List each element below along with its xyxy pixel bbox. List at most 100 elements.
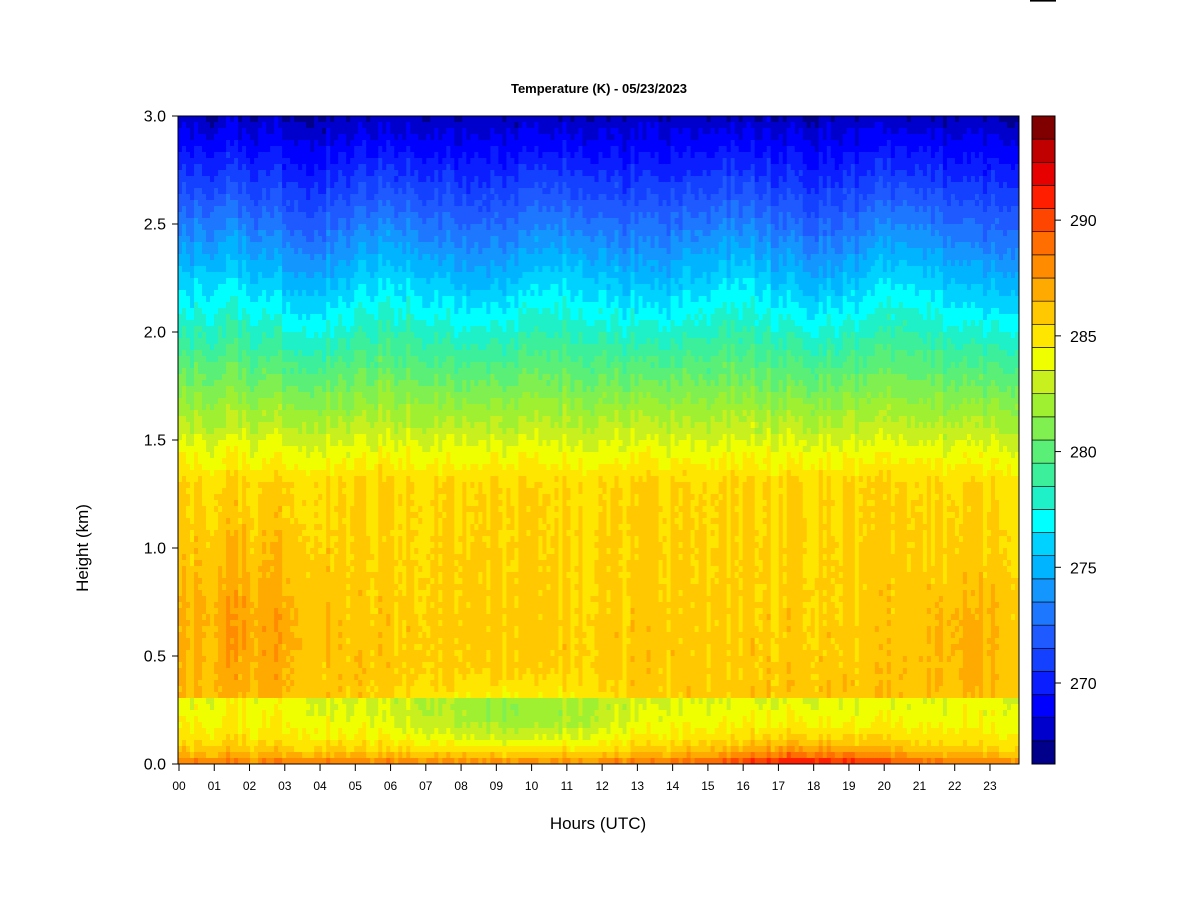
heatmap-cell [266, 236, 271, 243]
heatmap-cell [198, 710, 203, 717]
heatmap-cell [322, 650, 327, 657]
heatmap-cell [198, 680, 203, 687]
heatmap-cell [254, 212, 259, 219]
heatmap-cell [330, 752, 335, 759]
heatmap-cell [226, 422, 231, 429]
heatmap-cell [274, 200, 279, 207]
heatmap-cell [310, 134, 315, 141]
heatmap-cell [286, 608, 291, 615]
heatmap-cell [310, 164, 315, 171]
heatmap-cell [202, 452, 207, 459]
heatmap-cell [178, 656, 183, 663]
heatmap-cell [246, 734, 251, 741]
heatmap-cell [318, 374, 323, 381]
heatmap-cell [346, 584, 351, 591]
heatmap-cell [194, 584, 199, 591]
heatmap-cell [306, 422, 311, 429]
heatmap-cell [350, 746, 355, 753]
heatmap-cell [206, 128, 211, 135]
heatmap-cell [258, 674, 263, 681]
heatmap-cell [290, 224, 295, 231]
heatmap-cell [222, 638, 227, 645]
heatmap-cell [210, 338, 215, 345]
heatmap-cell [298, 440, 303, 447]
heatmap-cell [326, 290, 331, 297]
heatmap-cell [206, 416, 211, 423]
heatmap-cell [246, 266, 251, 273]
heatmap-cell [334, 452, 339, 459]
heatmap-cell [242, 164, 247, 171]
heatmap-cell [210, 230, 215, 237]
heatmap-cell [342, 428, 347, 435]
heatmap-cell [302, 638, 307, 645]
heatmap-cell [278, 524, 283, 531]
heatmap-cell [330, 644, 335, 651]
heatmap-cell [318, 326, 323, 333]
heatmap-cell [234, 374, 239, 381]
heatmap-cell [266, 482, 271, 489]
heatmap-cell [202, 302, 207, 309]
heatmap-cell [210, 446, 215, 453]
heatmap-cell [354, 332, 359, 339]
heatmap-cell [274, 338, 279, 345]
heatmap-cell [230, 674, 235, 681]
heatmap-cell [354, 392, 359, 399]
heatmap-cell [206, 602, 211, 609]
heatmap-cell [254, 632, 259, 639]
heatmap-cell [306, 272, 311, 279]
heatmap-cell [342, 416, 347, 423]
heatmap-cell [294, 356, 299, 363]
heatmap-cell [186, 158, 191, 165]
heatmap-cell [266, 224, 271, 231]
heatmap-cell [310, 518, 315, 525]
heatmap-cell [242, 188, 247, 195]
heatmap-cell [358, 254, 363, 261]
heatmap-cell [282, 608, 287, 615]
heatmap-cell [294, 434, 299, 441]
heatmap-cell [322, 314, 327, 321]
heatmap-cell [258, 542, 263, 549]
heatmap-cell [262, 446, 267, 453]
heatmap-cell [358, 536, 363, 543]
heatmap-cell [358, 518, 363, 525]
heatmap-cell [178, 278, 183, 285]
heatmap-cell [290, 740, 295, 747]
heatmap-cell [206, 164, 211, 171]
heatmap-cell [310, 686, 315, 693]
heatmap-cell [318, 446, 323, 453]
heatmap-cell [206, 482, 211, 489]
heatmap-cell [226, 278, 231, 285]
heatmap-cell [198, 398, 203, 405]
heatmap-cell [242, 692, 247, 699]
heatmap-cell [254, 128, 259, 135]
heatmap-cell [234, 206, 239, 213]
heatmap-cell [230, 602, 235, 609]
heatmap-cell [202, 230, 207, 237]
heatmap-cell [178, 734, 183, 741]
heatmap-cell [310, 722, 315, 729]
heatmap-cell [234, 524, 239, 531]
heatmap-cell [270, 452, 275, 459]
heatmap-cell [270, 416, 275, 423]
heatmap-cell [230, 458, 235, 465]
heatmap-cell [238, 212, 243, 219]
heatmap-cell [266, 590, 271, 597]
heatmap-cell [354, 710, 359, 717]
heatmap-cell [266, 644, 271, 651]
heatmap-cell [302, 170, 307, 177]
heatmap-cell [182, 374, 187, 381]
heatmap-cell [274, 716, 279, 723]
heatmap-cell [354, 296, 359, 303]
heatmap-cell [274, 704, 279, 711]
heatmap-cell [286, 188, 291, 195]
heatmap-cell [306, 746, 311, 753]
heatmap-cell [302, 254, 307, 261]
heatmap-cell [250, 620, 255, 627]
heatmap-cell [194, 674, 199, 681]
heatmap-cell [294, 476, 299, 483]
heatmap-cell [358, 614, 363, 621]
heatmap-cell [302, 728, 307, 735]
heatmap-cell [270, 692, 275, 699]
heatmap-cell [178, 356, 183, 363]
heatmap-cell [246, 512, 251, 519]
